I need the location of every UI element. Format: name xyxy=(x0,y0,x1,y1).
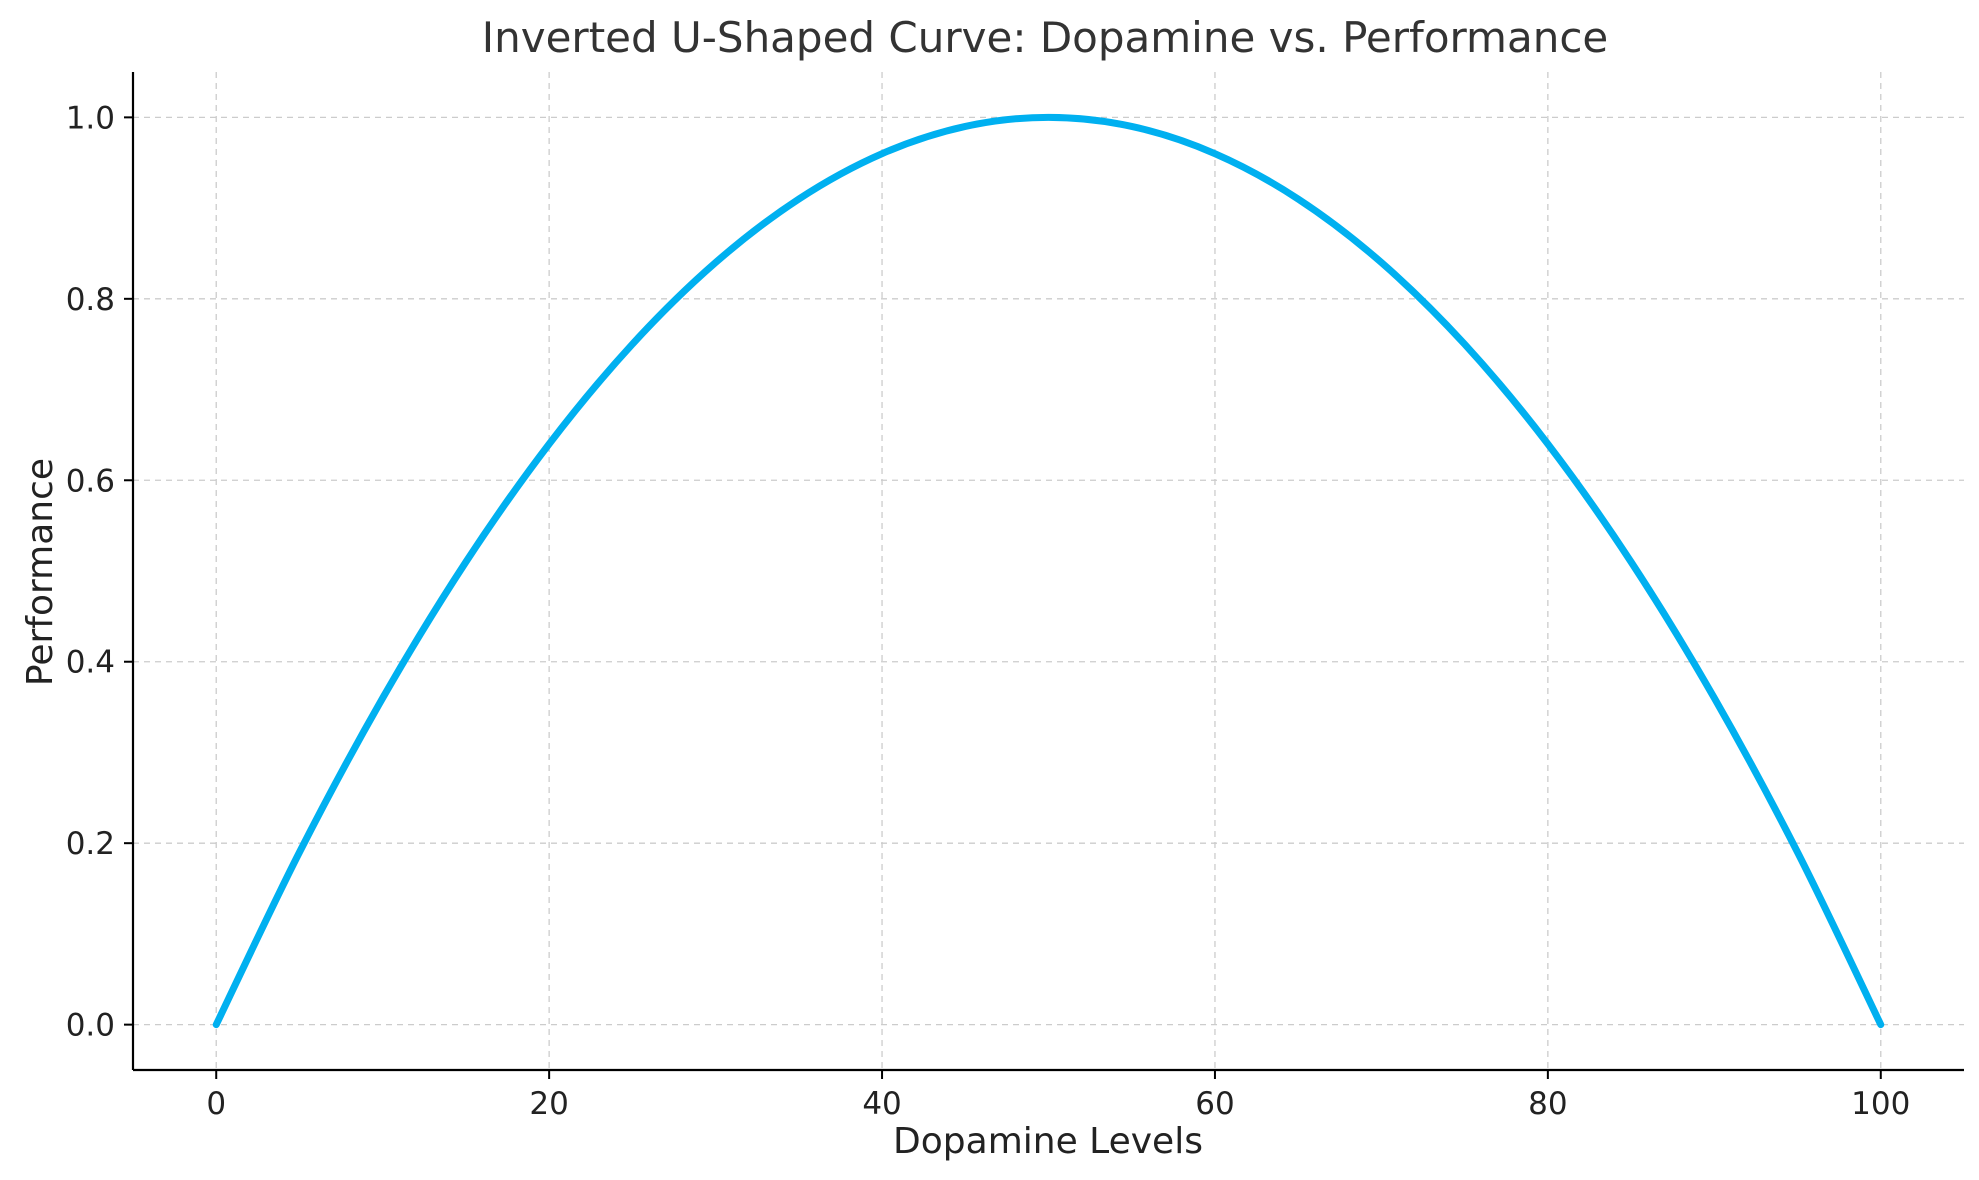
x-tick-label: 20 xyxy=(529,1086,568,1122)
y-tick-label: 0.2 xyxy=(66,826,115,862)
y-tick-label: 1.0 xyxy=(66,100,115,136)
y-tick-label: 0.6 xyxy=(66,463,115,499)
y-tick-label: 0.8 xyxy=(66,282,115,318)
x-axis-label: Dopamine Levels xyxy=(893,1121,1203,1162)
series-line-performance xyxy=(212,113,1885,1029)
x-tick-label: 60 xyxy=(1195,1086,1234,1122)
gridlines xyxy=(133,72,1964,1070)
axis-ticks: 0 20 40 60 80 100 0.0 0.2 0.4 0.6 0.8 1.0 xyxy=(66,100,1911,1122)
y-tick-label: 0.4 xyxy=(66,645,115,681)
y-axis-label: Performance xyxy=(20,458,61,686)
y-tick-label: 0.0 xyxy=(66,1008,115,1044)
chart-title: Inverted U-Shaped Curve: Dopamine vs. Pe… xyxy=(482,13,1609,62)
x-tick-label: 80 xyxy=(1528,1086,1567,1122)
x-tick-label: 100 xyxy=(1851,1086,1910,1122)
x-tick-label: 40 xyxy=(862,1086,901,1122)
x-tick-label: 0 xyxy=(206,1086,226,1122)
